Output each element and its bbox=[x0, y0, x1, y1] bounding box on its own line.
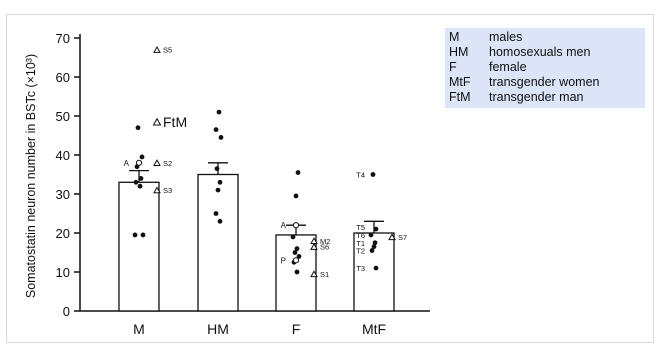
bar bbox=[118, 181, 160, 312]
data-point bbox=[371, 244, 377, 250]
open-circle-point bbox=[135, 159, 143, 166]
triangle-marker bbox=[388, 233, 396, 241]
point-label: T4 bbox=[356, 171, 365, 180]
data-point bbox=[140, 232, 146, 238]
triangle-marker bbox=[152, 117, 162, 126]
y-tick-label: 50 bbox=[56, 109, 70, 124]
x-tick-label: M bbox=[133, 321, 145, 337]
y-tick-label: 40 bbox=[56, 148, 70, 163]
data-point bbox=[135, 125, 141, 131]
data-point bbox=[292, 250, 298, 255]
data-point bbox=[217, 179, 223, 185]
data-point bbox=[139, 154, 145, 160]
data-point bbox=[214, 166, 220, 172]
data-point bbox=[368, 232, 374, 238]
point-label: T6 bbox=[356, 231, 365, 240]
triangle-label: S1 bbox=[320, 270, 329, 279]
point-label: T3 bbox=[356, 264, 365, 273]
legend-desc: homosexuals men bbox=[489, 45, 591, 59]
y-axis-label: Somatostatin neuron number in BSTc (×10³… bbox=[24, 54, 38, 298]
bars-group bbox=[118, 173, 395, 312]
data-point bbox=[290, 234, 296, 240]
triangle-label-ftm: FtM bbox=[163, 114, 187, 130]
x-tick-label: F bbox=[292, 321, 301, 337]
open-circle-point bbox=[292, 222, 300, 229]
y-tick-label: 60 bbox=[56, 70, 70, 85]
data-point bbox=[373, 226, 379, 232]
triangle-marker bbox=[310, 270, 318, 278]
triangle-label: M2 bbox=[320, 237, 330, 246]
x-tick-label: MtF bbox=[362, 321, 386, 337]
data-point bbox=[218, 135, 224, 140]
point-label: T1 bbox=[356, 239, 365, 248]
data-point bbox=[293, 193, 299, 199]
data-point bbox=[373, 265, 379, 271]
data-point bbox=[138, 176, 144, 181]
triangle-label: S7 bbox=[398, 233, 407, 242]
legend-row: MtF transgender women bbox=[445, 75, 645, 90]
data-point bbox=[213, 127, 219, 133]
legend-key: FtM bbox=[449, 90, 471, 104]
data-point bbox=[217, 218, 223, 224]
data-point bbox=[216, 109, 222, 115]
data-point bbox=[372, 240, 378, 246]
triangle-marker bbox=[153, 45, 161, 53]
data-point bbox=[369, 248, 375, 253]
data-point bbox=[133, 179, 139, 185]
y-tick-label: 0 bbox=[63, 304, 70, 319]
triangle-label: S6 bbox=[320, 243, 329, 252]
legend-desc: males bbox=[489, 30, 523, 44]
data-point bbox=[137, 183, 143, 189]
legend-desc: transgender man bbox=[489, 90, 584, 104]
data-point bbox=[294, 269, 300, 275]
data-point bbox=[215, 187, 221, 193]
triangle-label: S2 bbox=[163, 159, 172, 168]
legend-desc: female bbox=[489, 60, 527, 74]
legend-desc: transgender women bbox=[489, 75, 600, 89]
error-bars-group bbox=[129, 162, 384, 235]
open-circle-point bbox=[292, 257, 300, 264]
legend-row: HM homosexuals men bbox=[445, 45, 645, 60]
triangle-marker bbox=[310, 242, 318, 250]
legend-key: HM bbox=[449, 45, 469, 59]
points-group: A A P bbox=[124, 109, 379, 275]
triangle-marker bbox=[153, 159, 161, 166]
data-point bbox=[296, 254, 302, 259]
data-point bbox=[370, 172, 376, 177]
legend-key: F bbox=[449, 60, 457, 74]
legend-key: M bbox=[449, 30, 460, 44]
data-point bbox=[132, 232, 138, 238]
data-point bbox=[213, 211, 219, 216]
open-circle-label: A bbox=[281, 221, 287, 230]
data-point bbox=[294, 246, 300, 252]
legend-box: M males HM homosexuals men F female MtF … bbox=[445, 28, 645, 108]
open-circle-label: A bbox=[124, 159, 130, 168]
legend-row: FtM transgender man bbox=[445, 90, 645, 105]
legend-key: MtF bbox=[449, 75, 471, 89]
y-tick-label: 10 bbox=[56, 265, 70, 280]
data-point bbox=[295, 170, 301, 175]
y-tick-label: 20 bbox=[56, 226, 70, 241]
x-tick-label: HM bbox=[207, 321, 229, 337]
y-tick-label: 30 bbox=[56, 187, 70, 202]
bar bbox=[197, 173, 239, 312]
open-circle-label: P bbox=[281, 256, 286, 265]
triangle-marker bbox=[153, 186, 161, 194]
legend-row: F female bbox=[445, 60, 645, 75]
triangle-label: S5 bbox=[163, 46, 172, 55]
point-label: T2 bbox=[356, 247, 365, 256]
triangle-label: S3 bbox=[163, 186, 172, 195]
legend-row: M males bbox=[445, 30, 645, 45]
point-label: T5 bbox=[356, 223, 365, 232]
y-tick-label: 70 bbox=[56, 31, 70, 46]
